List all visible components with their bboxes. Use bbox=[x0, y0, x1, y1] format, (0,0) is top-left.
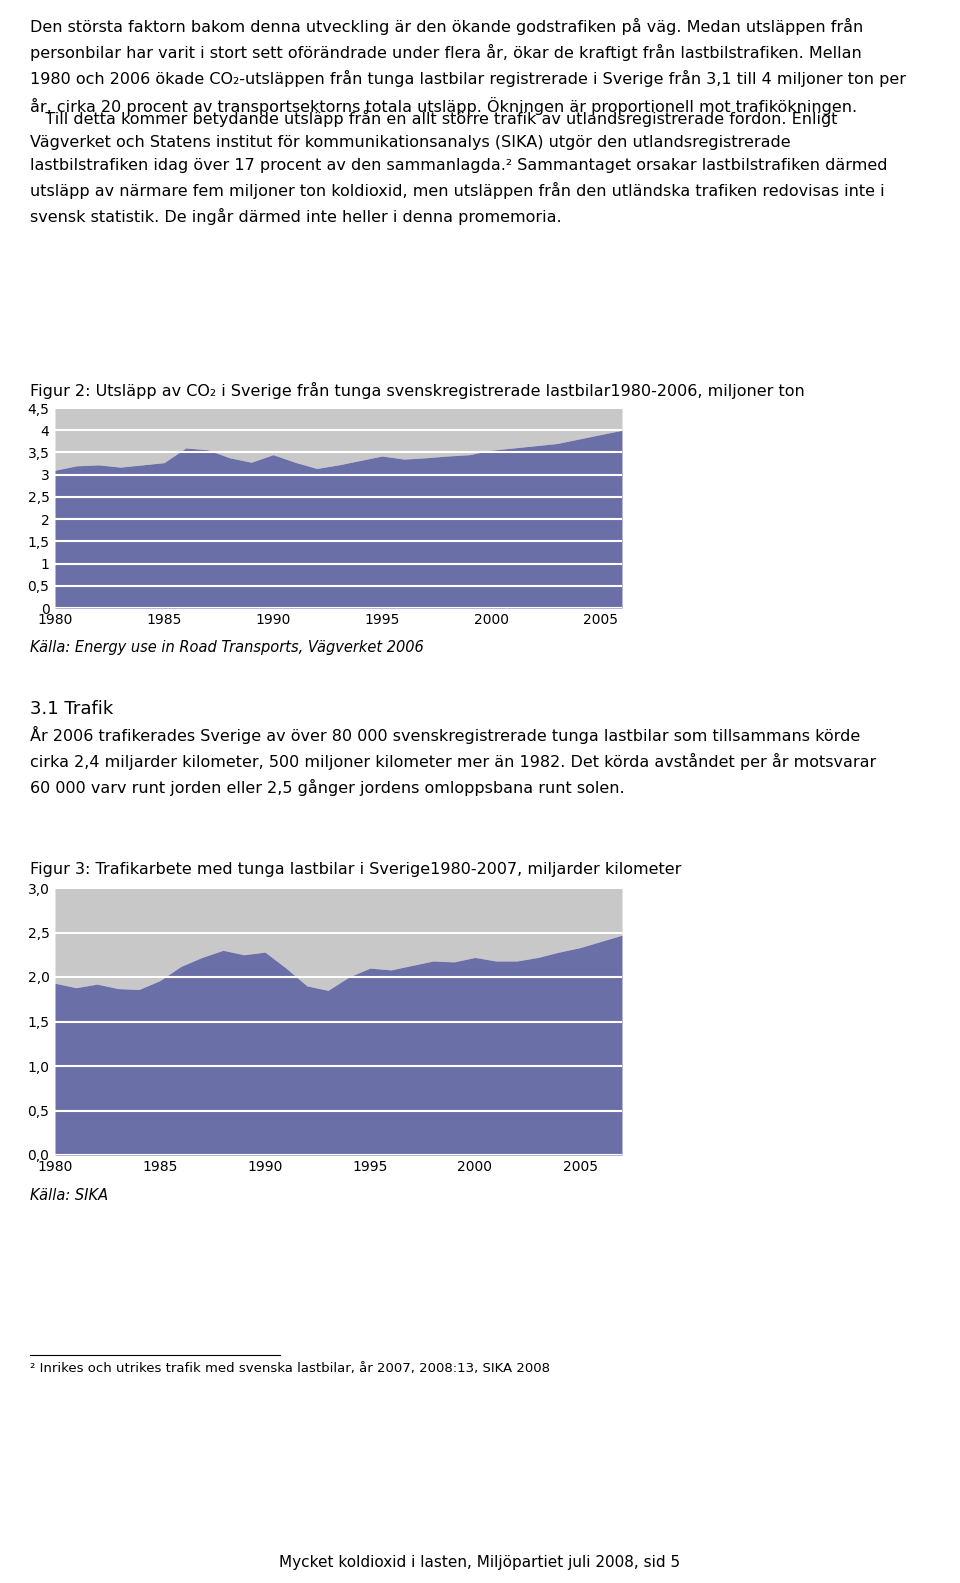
Text: Källa: Energy use in Road Transports, Vägverket 2006: Källa: Energy use in Road Transports, Vä… bbox=[30, 640, 423, 655]
Text: År 2006 trafikerades Sverige av över 80 000 svenskregistrerade tunga lastbilar s: År 2006 trafikerades Sverige av över 80 … bbox=[30, 727, 876, 796]
Text: Den största faktorn bakom denna utveckling är den ökande godstrafiken på väg. Me: Den största faktorn bakom denna utveckli… bbox=[30, 17, 906, 116]
Text: Mycket koldioxid i lasten, Miljöpartiet juli 2008, sid 5: Mycket koldioxid i lasten, Miljöpartiet … bbox=[279, 1555, 681, 1570]
Text: 3.1 Trafik: 3.1 Trafik bbox=[30, 700, 113, 719]
Text: Figur 3: Trafikarbete med tunga lastbilar i Sverige1980-2007, miljarder kilomete: Figur 3: Trafikarbete med tunga lastbila… bbox=[30, 863, 682, 877]
Text: Källa: SIKA: Källa: SIKA bbox=[30, 1187, 108, 1203]
Text: Till detta kommer betydande utsläpp från en allt större trafik av utlandsregistr: Till detta kommer betydande utsläpp från… bbox=[30, 109, 887, 225]
Text: Figur 2: Utsläpp av CO₂ i Sverige från tunga svenskregistrerade lastbilar1980-20: Figur 2: Utsläpp av CO₂ i Sverige från t… bbox=[30, 382, 804, 399]
Text: ² Inrikes och utrikes trafik med svenska lastbilar, år 2007, 2008:13, SIKA 2008: ² Inrikes och utrikes trafik med svenska… bbox=[30, 1361, 550, 1376]
